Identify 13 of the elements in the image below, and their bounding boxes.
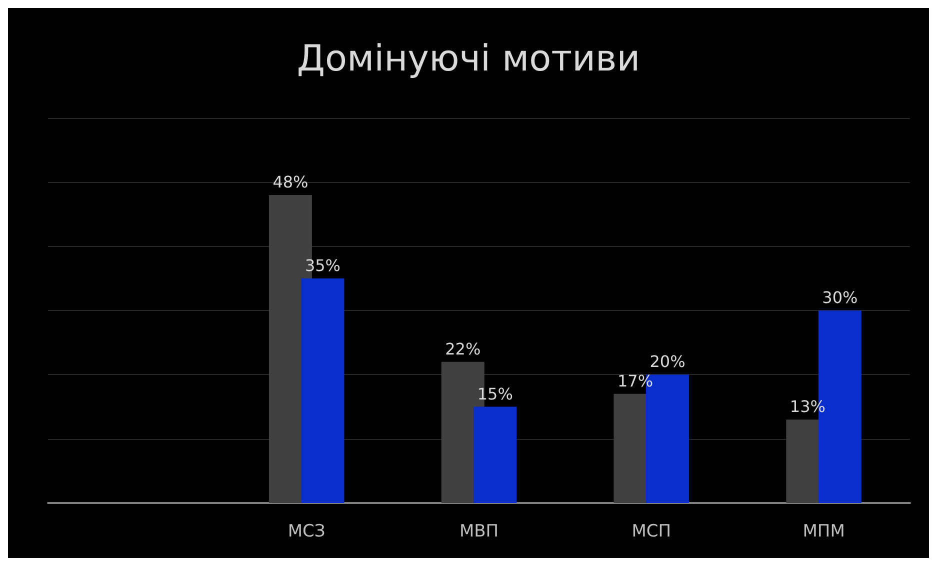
x-tick-label: МСП [632,522,672,542]
data-label: 48% [272,172,308,192]
data-label: 35% [304,256,341,275]
x-tick-label: МСЗ [288,522,326,542]
bar [474,406,517,503]
data-label: 15% [477,384,513,404]
chart-title: Домінуючі мотиви [296,38,640,80]
data-label: 30% [822,288,858,307]
x-tick-label: МВП [459,522,499,542]
data-label: 20% [650,352,686,372]
bar [301,278,344,503]
data-label: 22% [445,339,481,358]
x-tick-label: МПМ [802,522,845,542]
